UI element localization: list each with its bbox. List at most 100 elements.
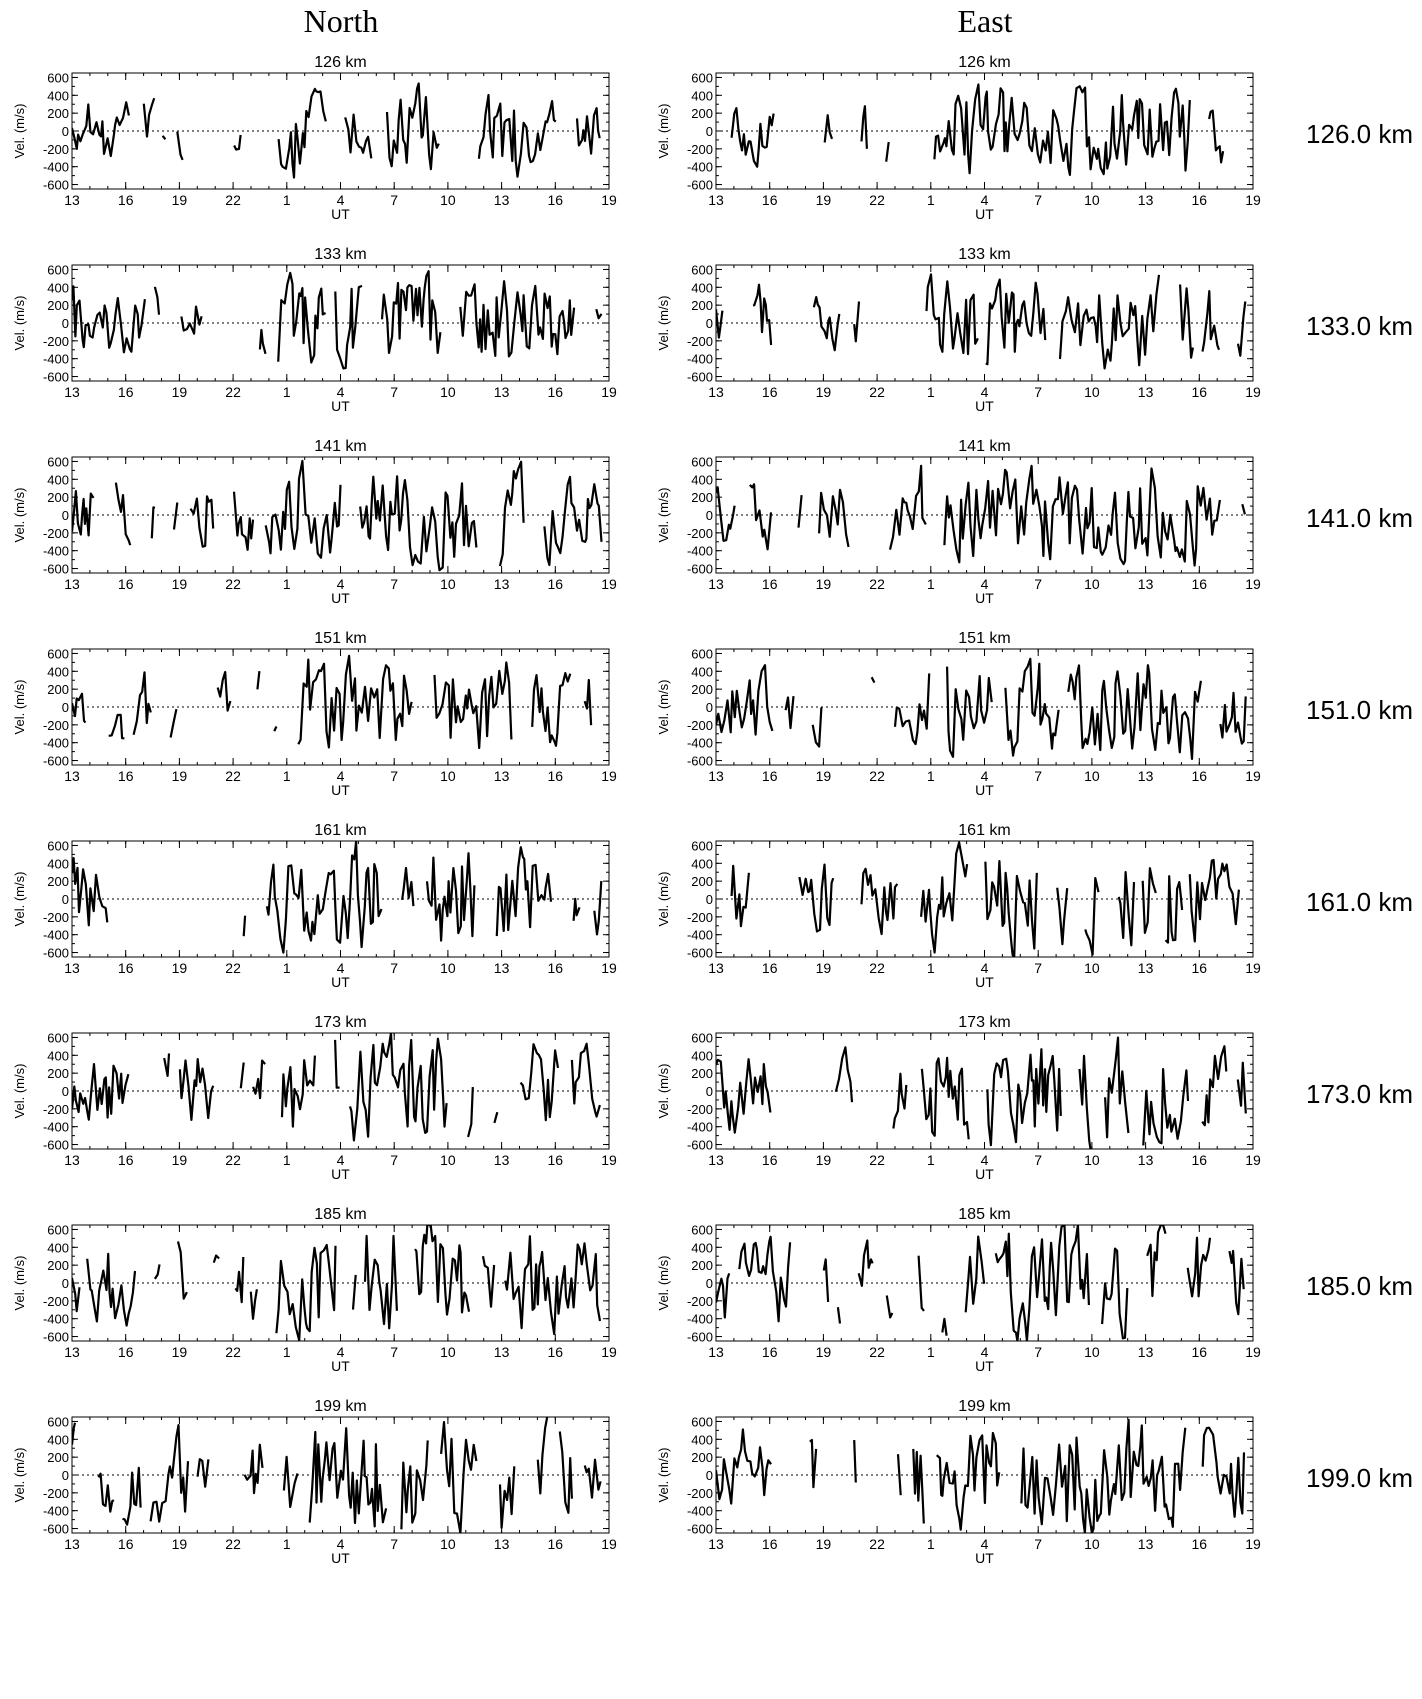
- x-tick-label: 10: [1084, 768, 1100, 784]
- x-tick-label: 16: [762, 576, 778, 592]
- x-tick-label: 22: [225, 1152, 241, 1168]
- velocity-trace: [732, 85, 1244, 175]
- y-tick-label: 200: [691, 682, 713, 697]
- x-tick-label: 22: [869, 1152, 885, 1168]
- x-tick-label: 16: [548, 576, 564, 592]
- y-tick-label: -400: [687, 160, 713, 175]
- x-tick-label: 1: [927, 1536, 935, 1552]
- y-tick-label: 0: [706, 700, 713, 715]
- x-tick-label: 16: [762, 1152, 778, 1168]
- y-tick-label: -200: [687, 334, 713, 349]
- x-tick-label: 19: [172, 384, 188, 400]
- x-tick-label: 16: [1192, 192, 1208, 208]
- y-tick-label: 600: [691, 838, 713, 853]
- y-tick-label: -600: [687, 946, 713, 961]
- panel-title: 173 km: [314, 1014, 366, 1031]
- panel-title: 151 km: [314, 630, 366, 647]
- y-axis-label: Vel. (m/s): [656, 680, 671, 735]
- x-tick-label: 10: [440, 1152, 456, 1168]
- y-tick-label: 0: [706, 316, 713, 331]
- panel-title: 151 km: [958, 630, 1010, 647]
- x-tick-label: 22: [869, 192, 885, 208]
- y-axis-label: Vel. (m/s): [656, 1448, 671, 1503]
- x-tick-label: 19: [1245, 384, 1261, 400]
- y-tick-label: -400: [43, 1120, 69, 1135]
- x-axis-label: UT: [331, 782, 350, 798]
- y-tick-label: 400: [691, 88, 713, 103]
- x-tick-label: 10: [440, 960, 456, 976]
- y-tick-label: -200: [687, 1294, 713, 1309]
- velocity-trace: [716, 273, 1247, 370]
- x-axis-label: UT: [331, 206, 350, 222]
- x-tick-label: 13: [494, 1152, 510, 1168]
- row-label: 141.0 km: [1306, 503, 1413, 533]
- x-tick-label: 10: [440, 1344, 456, 1360]
- x-tick-label: 16: [548, 1344, 564, 1360]
- x-tick-label: 10: [1084, 384, 1100, 400]
- y-tick-label: -600: [43, 178, 69, 193]
- x-tick-label: 4: [337, 1344, 345, 1360]
- x-tick-label: 4: [981, 384, 989, 400]
- y-tick-label: -400: [687, 1312, 713, 1327]
- x-axis-label: UT: [975, 782, 994, 798]
- x-tick-label: 13: [64, 192, 80, 208]
- panel-title: 141 km: [958, 438, 1010, 455]
- y-axis-label: Vel. (m/s): [12, 1448, 27, 1503]
- x-tick-label: 4: [337, 384, 345, 400]
- panel-title: 199 km: [958, 1398, 1010, 1415]
- y-tick-label: 400: [47, 664, 69, 679]
- x-tick-label: 13: [1138, 384, 1154, 400]
- panel-title: 161 km: [958, 822, 1010, 839]
- x-axis-label: UT: [331, 590, 350, 606]
- y-tick-label: -200: [687, 1486, 713, 1501]
- x-tick-label: 7: [390, 576, 398, 592]
- x-tick-label: 13: [64, 1344, 80, 1360]
- row-label: 185.0 km: [1306, 1271, 1413, 1301]
- y-tick-label: 200: [47, 1450, 69, 1465]
- x-tick-label: 22: [869, 960, 885, 976]
- y-tick-label: 400: [691, 664, 713, 679]
- x-tick-label: 7: [1034, 384, 1042, 400]
- y-tick-label: -600: [687, 754, 713, 769]
- velocity-trace: [72, 82, 601, 179]
- y-axis-label: Vel. (m/s): [656, 1064, 671, 1119]
- x-tick-label: 16: [762, 384, 778, 400]
- x-tick-label: 4: [981, 1344, 989, 1360]
- x-axis-label: UT: [331, 1166, 350, 1182]
- x-tick-label: 19: [601, 1152, 617, 1168]
- y-tick-label: 0: [62, 1468, 69, 1483]
- y-tick-label: 600: [47, 1414, 69, 1429]
- x-tick-label: 4: [337, 192, 345, 208]
- x-tick-label: 1: [283, 768, 291, 784]
- x-tick-label: 16: [1192, 768, 1208, 784]
- y-tick-label: 400: [691, 856, 713, 871]
- y-tick-label: -400: [687, 1504, 713, 1519]
- x-tick-label: 4: [337, 768, 345, 784]
- row-label: 133.0 km: [1306, 311, 1413, 341]
- x-tick-label: 13: [64, 576, 80, 592]
- x-tick-label: 16: [118, 1152, 134, 1168]
- y-tick-label: 200: [691, 1450, 713, 1465]
- x-tick-label: 16: [548, 1152, 564, 1168]
- x-tick-label: 13: [1138, 576, 1154, 592]
- y-tick-label: 600: [691, 1222, 713, 1237]
- x-axis-label: UT: [975, 974, 994, 990]
- x-tick-label: 7: [1034, 768, 1042, 784]
- y-tick-label: -600: [43, 754, 69, 769]
- y-tick-label: -200: [43, 1294, 69, 1309]
- velocity-trace: [716, 464, 1246, 567]
- x-tick-label: 19: [1245, 960, 1261, 976]
- x-tick-label: 13: [64, 384, 80, 400]
- y-tick-label: -400: [687, 352, 713, 367]
- x-tick-label: 22: [869, 768, 885, 784]
- y-tick-label: 400: [691, 472, 713, 487]
- y-tick-label: 600: [691, 70, 713, 85]
- x-tick-label: 22: [225, 1344, 241, 1360]
- x-tick-label: 19: [816, 1152, 832, 1168]
- x-tick-label: 1: [283, 192, 291, 208]
- velocity-trace: [716, 1036, 1247, 1149]
